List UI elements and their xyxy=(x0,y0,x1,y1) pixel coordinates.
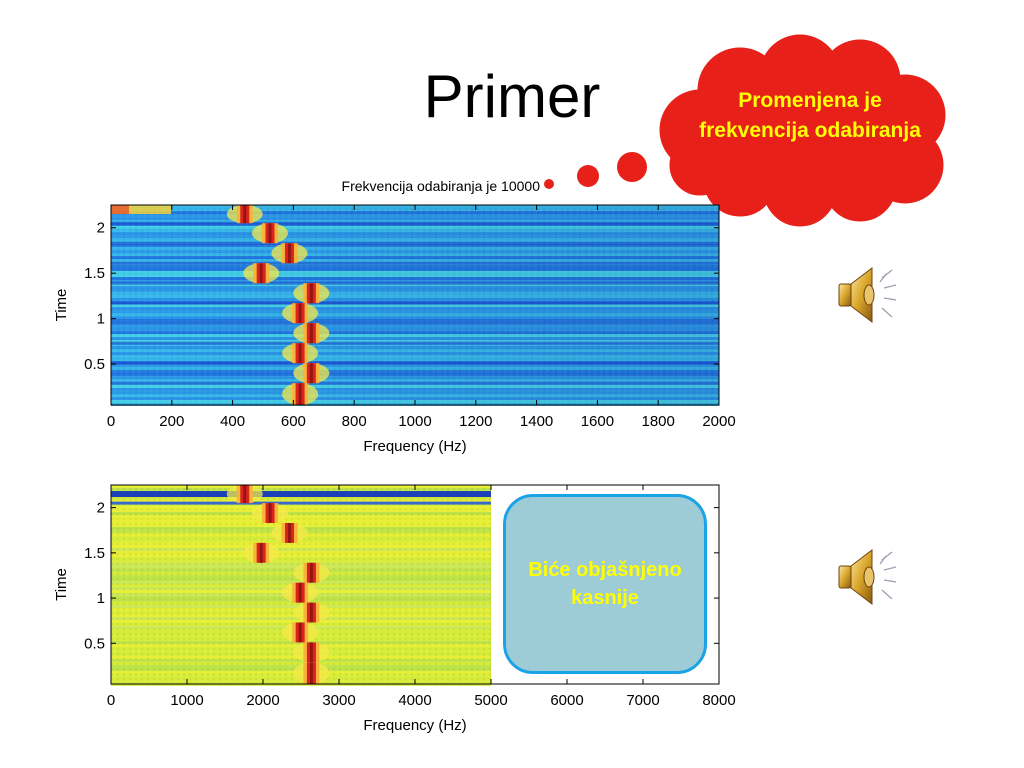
tone-peak-core xyxy=(309,363,313,384)
x-tick-label: 1600 xyxy=(581,413,614,430)
note-boundary xyxy=(111,381,719,385)
onset-transient-core xyxy=(111,205,129,214)
note-boundary xyxy=(111,321,719,325)
thought-bubble-dots xyxy=(544,152,647,189)
note-boundary xyxy=(111,361,719,365)
tone-peak-core xyxy=(298,303,302,324)
tone-peak-core xyxy=(298,343,302,364)
tone-peak-core xyxy=(287,243,291,264)
tone-peak-core xyxy=(309,602,313,623)
x-tick-label: 200 xyxy=(159,413,184,430)
note-box: Biće objašnjeno kasnije xyxy=(503,494,707,674)
note-boundary xyxy=(111,261,719,265)
y-tick-label: 2 xyxy=(97,500,105,517)
x-tick-label: 1000 xyxy=(398,413,431,430)
spectrogram-top: 0 200 400 600 800 1000 1200 1400 1600 1800 2000 0.5… xyxy=(53,178,736,455)
spectrogram-bottom: 0 1000 2000 3000 4000 5000 6000 7000 8000 0.5 1 1.5… xyxy=(53,484,736,734)
y-tick-label: 0.5 xyxy=(84,356,105,373)
y-axis-label: Time xyxy=(53,568,70,601)
x-tick-label: 2000 xyxy=(702,413,735,430)
chart-title: Frekvencija odabiranja je 10000 xyxy=(342,178,541,194)
tone-peak-core xyxy=(309,562,313,583)
tone-peak-core xyxy=(243,205,247,224)
y-tick-label: 1 xyxy=(97,590,105,607)
tone-peak-core xyxy=(298,582,302,603)
x-tick-label: 400 xyxy=(220,413,245,430)
note-boundary xyxy=(111,281,719,285)
x-tick-label: 1800 xyxy=(642,413,675,430)
x-tick-label: 8000 xyxy=(702,692,735,709)
note-boundary xyxy=(111,241,719,245)
tone-peak-core xyxy=(259,542,263,563)
speaker-icon[interactable] xyxy=(836,264,898,326)
x-tick-label: 1200 xyxy=(459,413,492,430)
speaker-icon[interactable] xyxy=(836,546,898,608)
y-tick-label: 1 xyxy=(97,311,105,328)
note-boundary xyxy=(111,501,491,505)
y-axis-label: Time xyxy=(53,289,70,322)
tone-peak-core xyxy=(298,622,302,643)
tone-peak-core xyxy=(309,642,313,663)
tone-peak-core xyxy=(259,263,263,284)
note-text: Biće objašnjeno kasnije xyxy=(528,559,682,609)
x-tick-label: 4000 xyxy=(398,692,431,709)
tone-peak-core xyxy=(268,223,272,244)
x-axis-label: Frequency (Hz) xyxy=(363,438,466,455)
note-boundary xyxy=(111,491,491,498)
y-tick-label: 0.5 xyxy=(84,635,105,652)
tone-peak-core xyxy=(309,662,313,684)
x-tick-label: 6000 xyxy=(550,692,583,709)
x-tick-label: 1000 xyxy=(170,692,203,709)
note-boundary xyxy=(111,301,719,305)
x-tick-label: 600 xyxy=(281,413,306,430)
note-boundary xyxy=(111,221,719,225)
x-tick-label: 3000 xyxy=(322,692,355,709)
onset-transient xyxy=(111,205,171,214)
tone-peak-core xyxy=(268,503,272,523)
x-tick-label: 0 xyxy=(107,692,115,709)
spectrogram-shade xyxy=(111,205,719,405)
y-tick-label: 1.5 xyxy=(84,265,105,282)
tone-peak-core xyxy=(243,485,247,504)
x-tick-label: 7000 xyxy=(626,692,659,709)
thought-cloud xyxy=(659,34,946,227)
tone-peak-core xyxy=(309,283,313,304)
x-tick-label: 800 xyxy=(342,413,367,430)
x-tick-label: 0 xyxy=(107,413,115,430)
x-tick-label: 2000 xyxy=(246,692,279,709)
tone-peak-core xyxy=(309,323,313,344)
y-tick-label: 2 xyxy=(97,220,105,237)
x-axis-label: Frequency (Hz) xyxy=(363,717,466,734)
slide-title: Primer xyxy=(423,63,601,130)
note-boundary xyxy=(111,341,719,345)
cloud-text: Promenjena je frekvencija odabiranja xyxy=(699,89,921,142)
tone-peak-core xyxy=(298,383,302,405)
tone-peak-core xyxy=(288,522,292,543)
y-tick-label: 1.5 xyxy=(84,545,105,562)
x-tick-label: 1400 xyxy=(520,413,553,430)
x-tick-label: 5000 xyxy=(474,692,507,709)
